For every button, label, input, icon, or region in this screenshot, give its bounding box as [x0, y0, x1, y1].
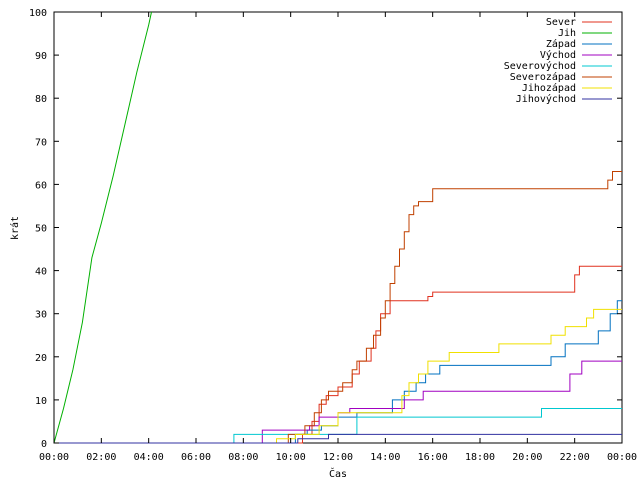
- x-tick-label: 20:00: [512, 452, 542, 463]
- x-tick-label: 08:00: [228, 452, 258, 463]
- legend: SeverJihZápadVýchodSeverovýchodSeverozáp…: [504, 17, 612, 105]
- x-tick-label: 00:00: [39, 452, 69, 463]
- y-tick-label: 20: [35, 353, 47, 364]
- x-tick-label: 12:00: [323, 452, 353, 463]
- legend-label: Severozápad: [510, 71, 576, 83]
- x-axis-label: Čas: [329, 467, 347, 480]
- x-tick-label: 22:00: [560, 452, 590, 463]
- y-tick-label: 10: [35, 396, 47, 407]
- y-tick-label: 30: [35, 310, 47, 321]
- x-tick-label: 14:00: [370, 452, 400, 463]
- legend-label: Jihovýchod: [516, 93, 576, 105]
- x-tick-label: 04:00: [134, 452, 164, 463]
- legend-label: Jihozápad: [522, 82, 576, 94]
- legend-label: Západ: [546, 38, 576, 50]
- x-tick-label: 06:00: [181, 452, 211, 463]
- series-line-6: [54, 171, 622, 444]
- legend-label: Severovýchod: [504, 60, 576, 72]
- y-tick-label: 90: [35, 51, 47, 62]
- x-tick-label: 16:00: [418, 452, 448, 463]
- series-line-3: [54, 300, 622, 444]
- series-line-2: [53, 11, 152, 444]
- x-tick-label: 10:00: [276, 452, 306, 463]
- legend-label: Sever: [546, 17, 576, 28]
- series-line-4: [54, 360, 622, 444]
- axis-layer: 00:00 02:00 04:00 06:00 08:00 10:00 12:00 14:00…: [29, 8, 637, 463]
- y-tick-label: 100: [29, 8, 47, 19]
- y-tick-label: 50: [35, 224, 47, 235]
- x-tick-label: 00:00: [607, 452, 637, 463]
- x-tick-label: 02:00: [86, 452, 116, 463]
- series-layer: [53, 11, 622, 444]
- series-line-5: [54, 408, 622, 444]
- legend-label: Východ: [540, 49, 576, 61]
- plot-area: [53, 11, 623, 444]
- y-axis-label: krát: [9, 216, 21, 240]
- y-tick-label: 0: [41, 439, 47, 450]
- series-line-7: [54, 308, 622, 444]
- y-tick-label: 60: [35, 180, 47, 191]
- series-line-8: [54, 433, 622, 444]
- legend-label: Jih: [558, 28, 576, 39]
- y-tick-label: 80: [35, 94, 47, 105]
- y-tick-label: 70: [35, 137, 47, 148]
- y-tick-label: 40: [35, 267, 47, 278]
- x-tick-label: 18:00: [465, 452, 495, 463]
